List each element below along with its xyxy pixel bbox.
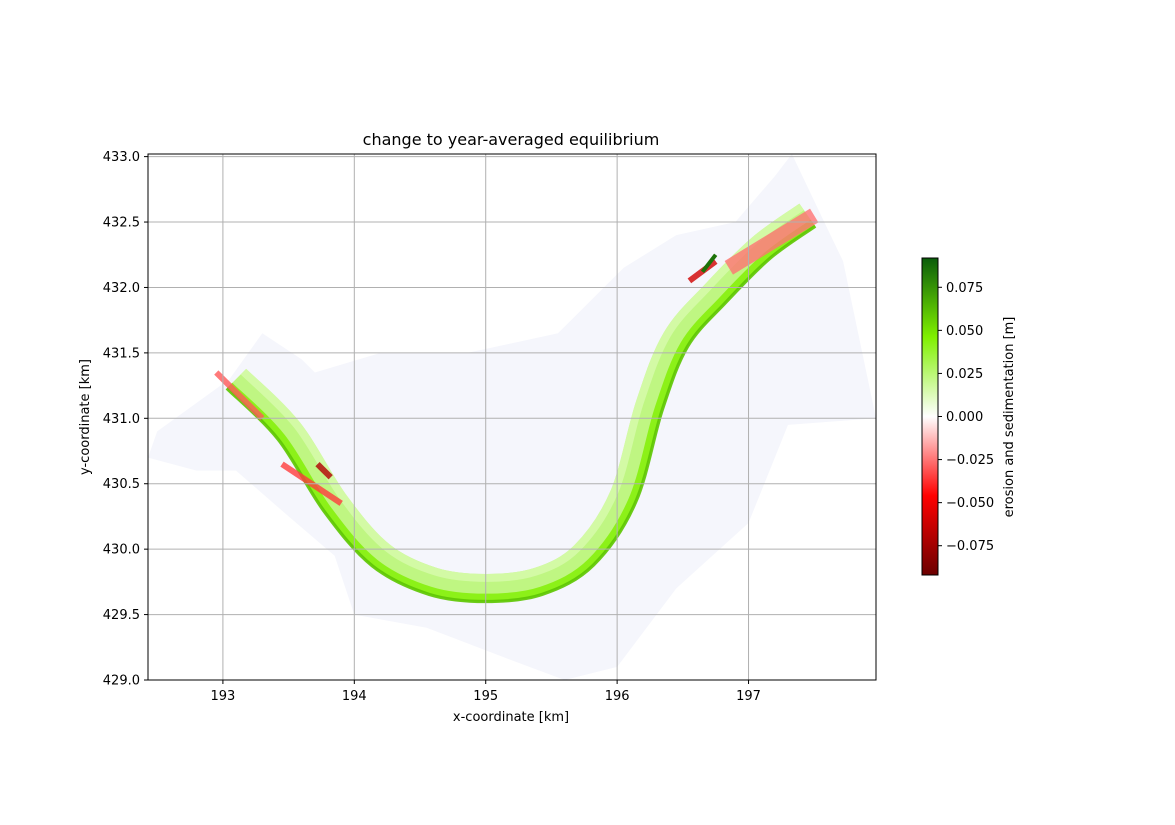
y-tick-label: 430.0	[103, 543, 140, 558]
floodplain-area	[148, 154, 876, 680]
sedimentation-patch	[700, 253, 718, 274]
y-axis-label: y-coordinate [km]	[78, 359, 93, 475]
y-tick-label: 429.5	[103, 608, 140, 623]
x-axis: 193 194 195 196 197	[210, 680, 761, 704]
x-tick-label: 194	[342, 689, 367, 704]
channel-band-outer-edge	[225, 224, 817, 604]
y-tick-label: 432.5	[103, 216, 140, 231]
channel-band-center	[225, 203, 816, 603]
y-tick-label: 430.5	[103, 477, 140, 492]
colorbar-tick-label: −0.050	[946, 496, 994, 511]
x-axis-label: x-coordinate [km]	[453, 710, 569, 725]
colorbar-label: erosion and sedimentation [m]	[1002, 317, 1017, 518]
channel-band-inner	[240, 203, 804, 582]
x-tick-label: 193	[210, 689, 235, 704]
colorbar-tick-label: −0.075	[946, 539, 994, 554]
y-tick-label: 431.5	[103, 346, 140, 361]
colorbar-tick-label: 0.000	[946, 410, 983, 425]
erosion-patch	[315, 461, 333, 480]
colorbar	[921, 257, 939, 576]
map-layer	[148, 154, 876, 680]
y-tick-label: 432.0	[103, 281, 140, 296]
colorbar-ticks: −0.075 −0.050 −0.025 0.000 0.025 0.050 0.075	[938, 281, 994, 554]
x-tick-label: 196	[605, 689, 630, 704]
plot-frame	[147, 153, 877, 681]
channel-band-outer	[226, 219, 816, 602]
y-tick-label: 431.0	[103, 412, 140, 427]
erosion-patch	[214, 370, 265, 421]
x-tick-label: 197	[736, 689, 761, 704]
colorbar-tick-label: −0.025	[946, 453, 994, 468]
y-tick-label: 429.0	[103, 674, 140, 689]
chart-title: change to year-averaged equilibrium	[363, 130, 660, 149]
y-axis: 429.0 429.5 430.0 430.5 431.0 431.5 432.0 432.5…	[103, 150, 148, 689]
erosion-patch	[724, 208, 819, 275]
colorbar-tick-label: 0.075	[946, 281, 983, 296]
y-tick-label: 433.0	[103, 150, 140, 165]
x-tick-label: 195	[473, 689, 498, 704]
colorbar-tick-label: 0.050	[946, 324, 983, 339]
colorbar-tick-label: 0.025	[946, 367, 983, 382]
